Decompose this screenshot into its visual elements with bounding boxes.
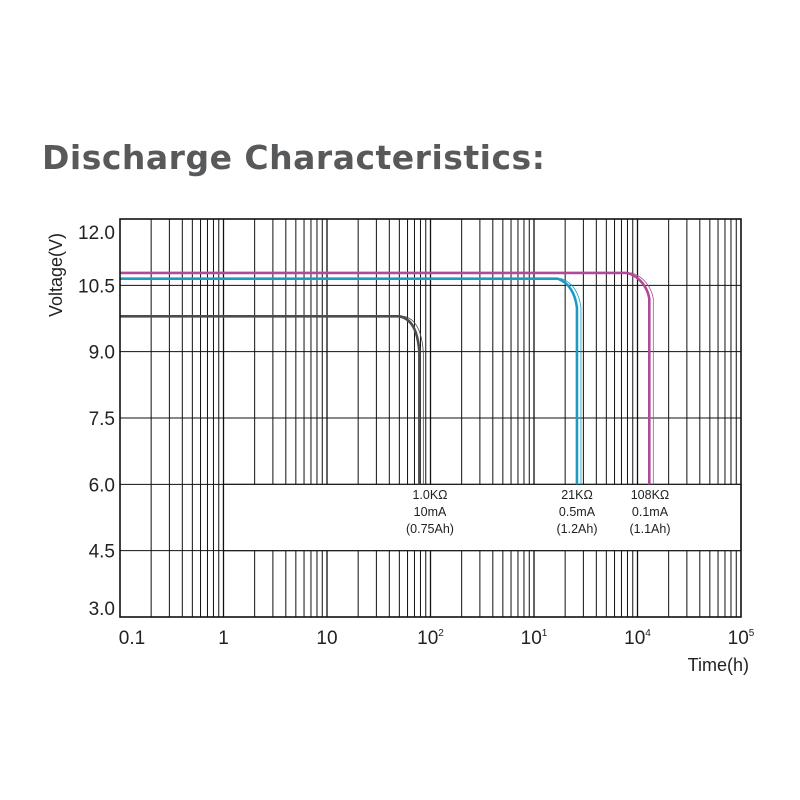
x-axis-label: Time(h) [688, 655, 749, 675]
x-tick-label: 104 [624, 628, 651, 649]
plot-frame [119, 218, 742, 618]
y-tick-label: 10.5 [78, 276, 115, 297]
series-annotation-2: (1.2Ah) [557, 522, 598, 536]
series-annotations: 1.0KΩ 10mA (0.75Ah) 21KΩ 0.5mA (1.2Ah) 108KΩ 0.… [406, 488, 670, 536]
x-tick-label: 101 [521, 628, 548, 649]
series-annotation-3: 0.1mA [632, 505, 669, 519]
series-annotation-1: 1.0KΩ [412, 488, 447, 502]
series-annotation-2: 0.5mA [559, 505, 596, 519]
series-annotation-1: (0.75Ah) [406, 522, 454, 536]
x-tick-label: 0.1 [119, 628, 145, 649]
y-tick-labels: 12.0 10.5 9.0 7.5 6.0 4.5 3.0 [78, 223, 115, 620]
series-line-1-edge [124, 315, 424, 485]
x-tick-label: 102 [417, 628, 444, 649]
series-line-2 [120, 277, 579, 485]
x-tick-labels: 0.1 1 10 102 101 104 105 [119, 628, 755, 649]
x-tick-label: 10 [316, 628, 337, 649]
y-tick-label: 6.0 [89, 475, 115, 496]
series-line-3-edge [124, 272, 654, 485]
x-tick-label: 105 [728, 628, 755, 649]
annotation-box [222, 483, 742, 552]
series-annotation-1: 10mA [414, 505, 447, 519]
x-tick-label: 1 [218, 628, 229, 649]
y-tick-label: 7.5 [89, 409, 115, 430]
chart-title: Discharge Characteristics: [42, 138, 546, 177]
series-line-1 [120, 314, 421, 485]
y-tick-label: 4.5 [89, 542, 115, 563]
series-line-2-edge [124, 278, 582, 485]
series-lines [120, 271, 654, 485]
series-annotation-2: 21KΩ [561, 488, 593, 502]
y-tick-label: 9.0 [89, 343, 115, 364]
series-line-3 [120, 271, 651, 485]
y-axis-label: Voltage(V) [46, 233, 66, 317]
series-annotation-3: 108KΩ [631, 488, 670, 502]
series-annotation-3: (1.1Ah) [630, 522, 671, 536]
y-tick-label: 3.0 [89, 599, 115, 620]
y-tick-label: 12.0 [78, 223, 115, 244]
